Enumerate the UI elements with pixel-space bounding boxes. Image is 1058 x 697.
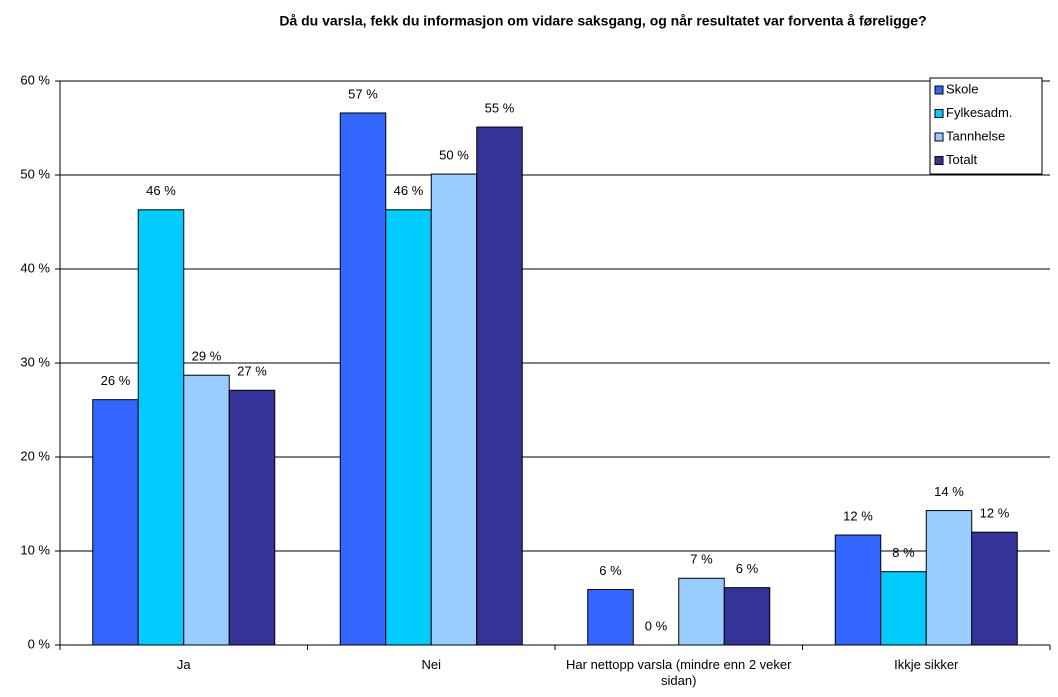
value-label: 6 %	[599, 563, 622, 578]
y-tick-label: 30 %	[20, 354, 50, 369]
bar	[678, 577, 725, 646]
legend-label: Fylkesadm.	[946, 105, 1012, 120]
value-label: 27 %	[237, 364, 267, 379]
x-tick-label: Ikkje sikker	[894, 657, 959, 672]
legend-box	[929, 77, 1043, 175]
value-label: 29 %	[192, 349, 222, 364]
bar	[92, 399, 139, 646]
y-tick-label: 40 %	[20, 260, 50, 275]
y-tick-label: 50 %	[20, 166, 50, 181]
value-label: 12 %	[980, 506, 1010, 521]
legend-label: Tannhelse	[946, 128, 1005, 143]
x-tick-label: Nei	[421, 657, 441, 672]
bar	[183, 374, 230, 646]
bar	[339, 112, 387, 646]
bar	[834, 534, 882, 646]
bar	[971, 531, 1018, 646]
value-label: 50 %	[439, 147, 469, 162]
y-tick-label: 60 %	[20, 72, 50, 87]
bar	[723, 587, 771, 646]
y-tick-label: 20 %	[20, 448, 50, 463]
x-tick-label: Har nettopp varsla (mindre enn 2 veker s…	[566, 657, 792, 688]
y-tick-label: 10 %	[20, 542, 50, 557]
bar	[228, 389, 276, 646]
value-label: 14 %	[934, 484, 964, 499]
value-label: 6 %	[736, 561, 759, 576]
legend-swatch	[934, 156, 944, 165]
x-tick-label: Ja	[176, 657, 191, 672]
bar	[137, 209, 185, 646]
bar	[880, 571, 927, 646]
legend-label: Skole	[946, 81, 979, 96]
legend-swatch	[934, 132, 944, 142]
legend-label: Totalt	[946, 152, 977, 167]
value-label: 26 %	[101, 373, 131, 388]
value-label: 7 %	[690, 552, 713, 567]
value-label: 55 %	[485, 100, 515, 115]
chart-title: Då du varsla, fekk du informasjon om vid…	[279, 13, 926, 29]
value-label: 8 %	[892, 545, 915, 560]
value-label: 46 %	[394, 183, 424, 198]
bar	[476, 126, 523, 646]
value-label: 57 %	[348, 86, 378, 101]
bar	[385, 209, 432, 646]
legend-swatch	[934, 109, 944, 118]
bar	[587, 589, 634, 646]
legend-swatch	[934, 85, 944, 95]
value-label: 12 %	[843, 508, 873, 523]
bar	[925, 510, 973, 646]
y-tick-label: 0 %	[28, 636, 51, 651]
bar	[430, 173, 478, 646]
value-label: 0 %	[645, 618, 668, 633]
value-label: 46 %	[146, 183, 176, 198]
